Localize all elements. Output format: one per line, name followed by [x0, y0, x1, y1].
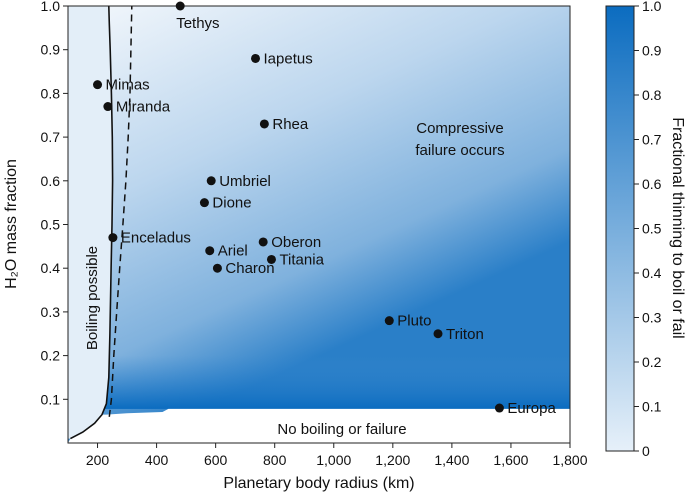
colorbar-label: Fractional thinning to boil or fail	[669, 117, 685, 338]
y-axis-label: H₂O mass fraction	[3, 159, 20, 289]
point-oberon	[258, 237, 268, 247]
annotation-boiling: Boiling possible	[84, 246, 101, 350]
label-iapetus: Iapetus	[264, 50, 313, 67]
y-tick-label: 0.9	[41, 42, 61, 58]
colorbar-tick-label: 0.2	[642, 354, 662, 370]
y-tick-label: 0.5	[41, 217, 61, 233]
annotation-compressive-2: failure occurs	[415, 142, 504, 159]
y-tick-label: 0.3	[41, 304, 61, 320]
colorbar-tick-label: 0.1	[642, 399, 662, 415]
point-miranda	[103, 102, 113, 112]
x-tick-label: 600	[204, 452, 228, 468]
x-axis-label: Planetary body radius (km)	[223, 475, 414, 492]
x-tick-label: 1,000	[316, 452, 351, 468]
point-charon	[212, 263, 222, 273]
colorbar-axis: 0 0.1 0.2 0.3 0.4 0.5 0.6 0.7 0.8 0.9 1.0	[634, 0, 662, 459]
no-failure-region	[68, 408, 570, 443]
label-miranda: Miranda	[116, 99, 171, 116]
y-tick-label: 0.1	[41, 391, 61, 407]
label-titania: Titania	[279, 251, 324, 268]
x-axis: 200 400 600 800 1,000 1,200 1,400 1,600 1,800	[86, 443, 588, 468]
data-points: Tethys Iapetus Mimas Miranda Rhea Umbriel Dion…	[93, 1, 556, 417]
point-dione	[199, 198, 209, 208]
y-tick-label: 0.7	[41, 129, 61, 145]
dashed-boundary-line	[108, 6, 133, 417]
x-tick-label: 1,400	[434, 452, 469, 468]
boiling-region	[68, 6, 113, 439]
label-triton: Triton	[446, 326, 484, 343]
y-tick-label: 0.4	[41, 260, 61, 276]
point-enceladus	[108, 233, 118, 243]
y-tick-label: 0.8	[41, 85, 61, 101]
y-axis: 0.1 0.2 0.3 0.4 0.5 0.6 0.7 0.8 0.9 1.0	[41, 0, 68, 407]
label-mimas: Mimas	[106, 77, 150, 94]
y-tick-label: 1.0	[41, 0, 61, 14]
label-charon: Charon	[225, 260, 274, 277]
label-rhea: Rhea	[272, 116, 309, 133]
label-enceladus: Enceladus	[121, 230, 191, 247]
x-tick-label: 1,600	[493, 452, 528, 468]
point-iapetus	[251, 53, 261, 63]
point-umbriel	[206, 176, 216, 186]
solid-boundary-line	[70, 6, 114, 440]
colorbar	[605, 5, 635, 452]
label-tethys: Tethys	[176, 15, 219, 32]
point-europa	[494, 403, 504, 413]
x-tick-label: 400	[145, 452, 169, 468]
point-ariel	[205, 246, 215, 256]
x-tick-label: 800	[263, 452, 287, 468]
label-umbriel: Umbriel	[219, 173, 271, 190]
point-triton	[433, 329, 443, 339]
bottom-band	[68, 355, 570, 409]
colorbar-tick-label: 0	[642, 443, 650, 459]
colorbar-tick-label: 0.3	[642, 310, 662, 326]
y-tick-label: 0.2	[41, 348, 61, 364]
colorbar-tick-label: 0.8	[642, 87, 662, 103]
annotation-compressive-1: Compressive	[416, 120, 504, 137]
colorbar-tick-label: 1.0	[642, 0, 662, 14]
colorbar-tick-label: 0.4	[642, 265, 662, 281]
point-titania	[266, 254, 276, 264]
point-mimas	[93, 80, 103, 90]
colorbar-tick-label: 0.5	[642, 221, 662, 237]
point-rhea	[259, 119, 269, 129]
x-tick-label: 200	[86, 452, 110, 468]
colorbar-tick-label: 0.9	[642, 43, 662, 59]
label-pluto: Pluto	[397, 313, 431, 330]
x-tick-label: 1,800	[552, 452, 587, 468]
label-dione: Dione	[212, 195, 251, 212]
label-europa: Europa	[507, 400, 556, 417]
colorbar-tick-label: 0.6	[642, 176, 662, 192]
x-tick-label: 1,200	[375, 452, 410, 468]
point-pluto	[384, 316, 394, 326]
annotation-no-boiling: No boiling or failure	[277, 421, 406, 438]
label-oberon: Oberon	[271, 234, 321, 251]
label-ariel: Ariel	[218, 243, 248, 260]
colorbar-tick-label: 0.7	[642, 132, 662, 148]
y-tick-label: 0.6	[41, 173, 61, 189]
point-tethys	[175, 1, 185, 11]
